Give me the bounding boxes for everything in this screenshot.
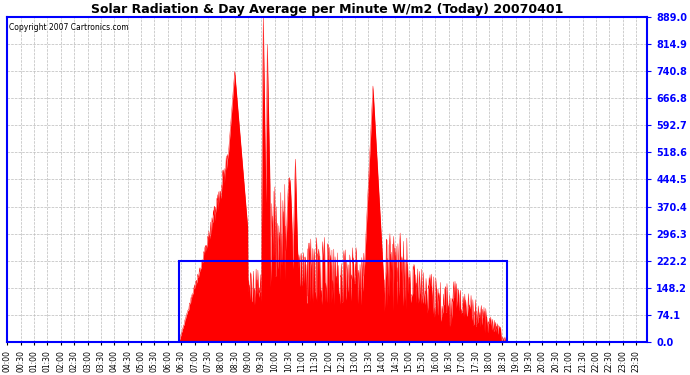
Title: Solar Radiation & Day Average per Minute W/m2 (Today) 20070401: Solar Radiation & Day Average per Minute…	[91, 3, 564, 16]
Text: Copyright 2007 Cartronics.com: Copyright 2007 Cartronics.com	[8, 24, 128, 33]
Bar	[179, 261, 506, 342]
